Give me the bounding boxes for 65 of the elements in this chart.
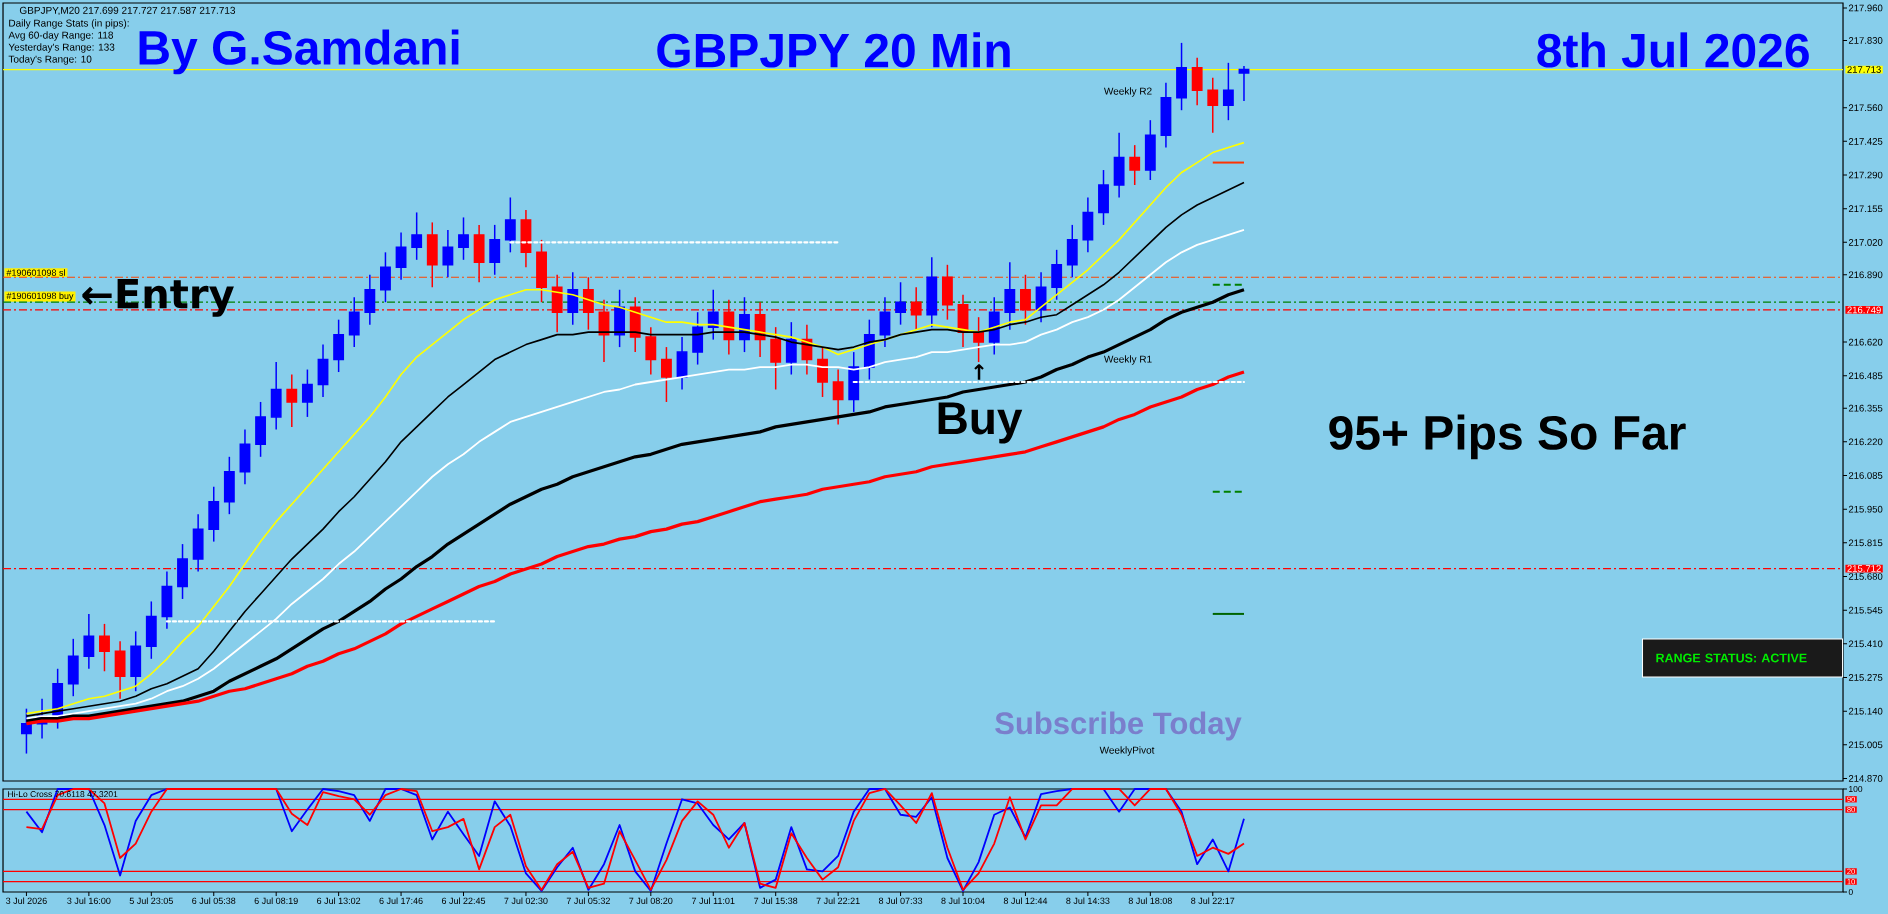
ref-line-label: 216.749 <box>1847 306 1881 314</box>
y-tick-label: 216.620 <box>1848 338 1883 346</box>
x-tick-label: 6 Jul 05:38 <box>192 897 236 904</box>
annotation: Weekly R1 <box>1103 355 1152 365</box>
chart-title: GBPJPY 20 Min <box>657 32 1010 68</box>
y-tick-label: 0 <box>1848 888 1853 896</box>
text: 95+ Pips So Far <box>1329 414 1686 460</box>
x-tick-label: 8 Jul 07:33 <box>878 897 923 904</box>
x-tick-label: 7 Jul 08:20 <box>629 897 673 904</box>
y-tick-label: 216.220 <box>1848 438 1883 446</box>
x-tick-label: 6 Jul 22:45 <box>441 897 486 904</box>
x-tick-label: 5 Jul 23:05 <box>129 897 173 904</box>
text: 8th Jul 2026 <box>1537 32 1809 68</box>
text: RANGE STATUS: ACTIVE <box>1656 653 1807 663</box>
annotation: GBPJPY,M20 217.699 217.727 217.587 217.713 <box>19 6 236 16</box>
x-tick-label: 8 Jul 10:04 <box>941 897 985 904</box>
annotation: #190601098 sl <box>6 269 65 276</box>
ref-line-label: 215.712 <box>1847 565 1881 572</box>
ref-line-label: 217.713 <box>1847 66 1881 73</box>
x-tick-label: 6 Jul 17:46 <box>379 897 423 904</box>
y-tick-label: 215.815 <box>1848 539 1883 547</box>
y-tick-label: 215.140 <box>1848 707 1883 715</box>
y-tick-label: 217.830 <box>1848 37 1883 44</box>
y-tick-label: 217.960 <box>1848 4 1883 12</box>
annotation: Avg 60-day Range: 118 <box>8 31 114 41</box>
y-tick-label: 216.355 <box>1848 404 1883 412</box>
annotation: #190601098 buy <box>6 292 74 301</box>
y-tick-label: 215.005 <box>1848 741 1883 749</box>
y-tick-label: 217.425 <box>1848 137 1883 145</box>
y-tick-label: 215.275 <box>1848 674 1883 681</box>
y-tick-label: 217.155 <box>1848 205 1883 213</box>
x-tick-label: 6 Jul 08:19 <box>254 897 298 904</box>
annotation: Daily Range Stats (in pips): <box>9 19 129 29</box>
annotation: Weekly R2 <box>1103 87 1152 97</box>
x-tick-label: 7 Jul 11:01 <box>692 897 735 904</box>
y-tick-label: 214.870 <box>1848 775 1883 782</box>
x-tick-label: 8 Jul 22:17 <box>1191 897 1235 904</box>
x-tick-label: 7 Jul 05:32 <box>566 897 610 904</box>
x-tick-label: 8 Jul 14:33 <box>1066 897 1110 904</box>
y-tick-label: 215.545 <box>1848 606 1883 614</box>
annotation: Yesterday's Range: 133 <box>8 43 115 53</box>
x-tick-label: 7 Jul 15:38 <box>754 897 798 904</box>
y-tick-label: 216.485 <box>1848 372 1883 380</box>
y-tick-label: 217.020 <box>1848 238 1883 246</box>
y-tick-label: 100 <box>1849 785 1863 792</box>
y-tick-label: 216.890 <box>1848 271 1883 279</box>
x-tick-label: 7 Jul 22:21 <box>816 897 860 904</box>
y-tick-label: 215.680 <box>1848 573 1883 580</box>
y-tick-label: 216.085 <box>1848 472 1883 479</box>
x-tick-label: 8 Jul 18:08 <box>1128 897 1172 904</box>
annotation: Subscribe Today <box>995 711 1242 741</box>
annotation: ↑ <box>974 364 984 380</box>
y-tick-label: 217.290 <box>1848 171 1883 179</box>
y-tick-label: 217.560 <box>1848 104 1883 112</box>
y-tick-label: 215.410 <box>1848 640 1883 648</box>
x-tick-label: 6 Jul 13:02 <box>317 897 361 904</box>
annotation: WeeklyPivot <box>1099 746 1155 756</box>
annotation: Today's Range: 10 <box>8 55 92 65</box>
annotation: By G.Samdani <box>139 29 459 75</box>
x-tick-label: 8 Jul 12:44 <box>1003 897 1048 904</box>
y-tick-label: 215.950 <box>1848 505 1883 513</box>
x-tick-label: 7 Jul 02:30 <box>504 897 548 904</box>
x-tick-label: 3 Jul 16:00 <box>67 897 111 904</box>
annotation: Buy <box>938 402 1023 444</box>
x-tick-label: 3 Jul 2026 <box>6 897 47 904</box>
